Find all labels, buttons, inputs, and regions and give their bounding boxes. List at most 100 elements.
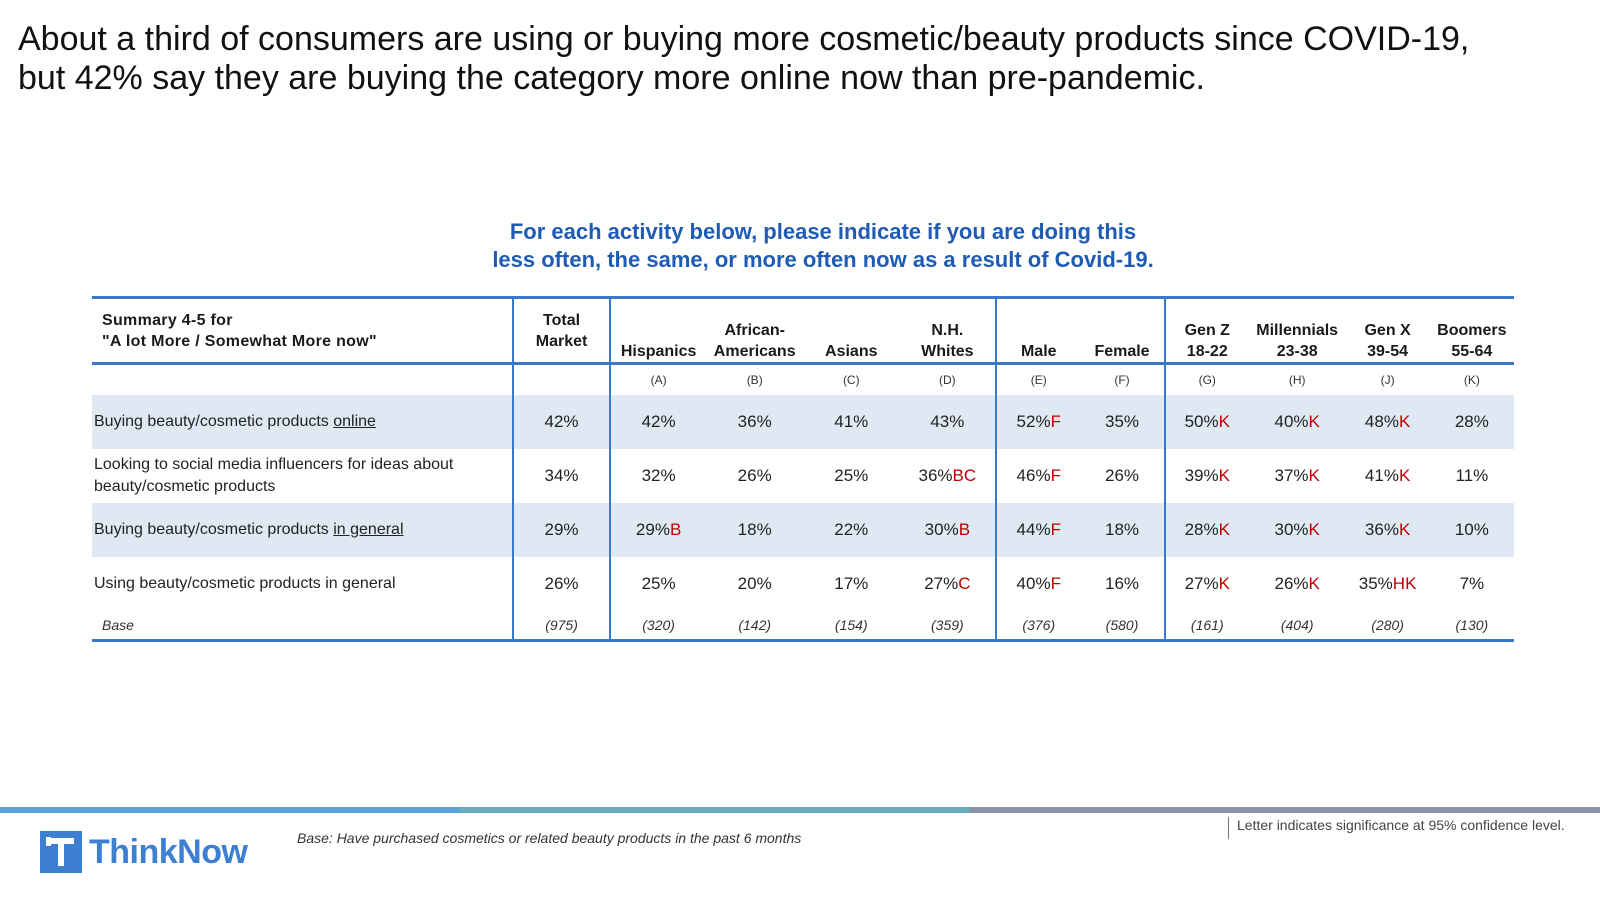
significance-letters: F xyxy=(1050,466,1061,485)
value: 17% xyxy=(834,574,869,593)
thinknow-t-logo-icon xyxy=(40,831,82,873)
value: 30% xyxy=(924,520,959,539)
value-cell: 22% xyxy=(802,503,900,557)
value-cell: 28%K xyxy=(1163,503,1249,557)
table-row: Using beauty/cosmetic products in genera… xyxy=(92,557,1514,611)
column-header: Gen X 39-54 xyxy=(1345,296,1430,365)
base-value: (142) xyxy=(706,611,803,642)
value: 32% xyxy=(641,466,676,485)
value: 28% xyxy=(1184,520,1219,539)
base-value: (320) xyxy=(608,611,707,642)
value: 22% xyxy=(834,520,869,539)
row-header-line-2: "A lot More / Somewhat More now" xyxy=(102,332,377,350)
column-letter xyxy=(512,363,610,395)
column-header-line-1: African- xyxy=(724,322,785,339)
value-cell: 35% xyxy=(1080,395,1165,449)
value: 27% xyxy=(924,574,959,593)
significance-letters: K xyxy=(1218,412,1230,431)
significance-letters: K xyxy=(1398,412,1411,431)
value: 25% xyxy=(834,466,869,485)
value-cell: 26% xyxy=(1080,449,1164,503)
column-header: Total Market xyxy=(512,296,610,365)
value: 10% xyxy=(1454,520,1489,539)
value-cell: 16% xyxy=(1080,557,1164,611)
row-label: Using beauty/cosmetic products in genera… xyxy=(92,557,513,611)
column-header: Millennials 23-38 xyxy=(1248,296,1346,365)
thinknow-logo: ThinkNow xyxy=(40,831,248,873)
table-row: Buying beauty/cosmetic products in gener… xyxy=(92,503,1514,557)
base-value: (161) xyxy=(1163,611,1249,642)
value: 26% xyxy=(737,466,772,485)
column-letter: (J) xyxy=(1380,373,1395,387)
significance-letters: K xyxy=(1308,466,1320,485)
column-header: Boomers 55-64 xyxy=(1429,296,1514,365)
value: 35% xyxy=(1105,412,1140,431)
column-header: Asians xyxy=(802,296,900,365)
column-letter: (A) xyxy=(608,363,707,395)
column-header-line-2: 18-22 xyxy=(1186,343,1228,360)
row-label-text: Using beauty/cosmetic products in genera… xyxy=(94,575,396,592)
value-cell: 20% xyxy=(706,557,803,611)
row-label-text: Buying beauty/cosmetic products xyxy=(94,413,334,430)
value: 42% xyxy=(544,412,579,431)
significance-letters: B xyxy=(669,520,682,539)
column-header: N.H. Whites xyxy=(899,296,997,365)
value-cell: 7% xyxy=(1430,557,1514,611)
row-label: Buying beauty/cosmetic products in gener… xyxy=(92,503,514,557)
value-cell: 29% xyxy=(512,503,610,557)
column-header-line-1: Gen X xyxy=(1364,322,1411,339)
significance-note: Letter indicates significance at 95% con… xyxy=(1228,817,1565,839)
column-header-line-2: Whites xyxy=(921,343,974,360)
value: 18% xyxy=(1105,520,1140,539)
value: 36% xyxy=(737,412,772,431)
value-cell: 11% xyxy=(1430,449,1514,503)
column-letter-row: (A) (B) (C) (D) (E) (F) (G) (H) (J) (K) xyxy=(92,363,1514,395)
value-cell: 18% xyxy=(1080,503,1165,557)
value-cell: 28% xyxy=(1429,395,1514,449)
value-cell: 30%K xyxy=(1248,503,1346,557)
value-cell: 18% xyxy=(706,503,803,557)
row-label-underlined: online xyxy=(333,413,376,430)
value: 37% xyxy=(1274,466,1309,485)
value-cell: 25% xyxy=(608,557,707,611)
table-row: Buying beauty/cosmetic products online 42… xyxy=(92,395,1514,449)
value-cell: 44%F xyxy=(995,503,1081,557)
significance-letters: K xyxy=(1308,574,1320,593)
footer-stripe-right xyxy=(970,807,1600,813)
significance-letters: K xyxy=(1308,412,1320,431)
base-value: (359) xyxy=(899,611,997,642)
column-header-line-1: Millennials xyxy=(1256,322,1339,339)
value: 36% xyxy=(1364,520,1399,539)
question-title-line-2: less often, the same, or more often now … xyxy=(492,247,1154,272)
value: 41% xyxy=(1364,466,1399,485)
value-cell: 39%K xyxy=(1163,449,1249,503)
significance-letters: F xyxy=(1050,520,1061,539)
row-label-underlined: in general xyxy=(333,521,404,538)
base-value: (376) xyxy=(995,611,1081,642)
value-cell: 40%F xyxy=(995,557,1081,611)
value: 18% xyxy=(737,520,772,539)
table-row: Looking to social media influencers for … xyxy=(92,449,1514,503)
value: 30% xyxy=(1274,520,1309,539)
value-cell: 34% xyxy=(512,449,610,503)
column-header-line-2: Hispanics xyxy=(620,343,697,360)
question-title: For each activity below, please indicate… xyxy=(0,218,1600,274)
value-cell: 46%F xyxy=(995,449,1081,503)
column-header-line-1: N.H. xyxy=(931,322,964,339)
column-header: Hispanics xyxy=(608,296,707,365)
value-cell: 27%K xyxy=(1163,557,1249,611)
value-cell: 35%HK xyxy=(1345,557,1429,611)
base-value: (154) xyxy=(802,611,900,642)
value: 42% xyxy=(641,412,676,431)
column-header-line-2: Asians xyxy=(825,343,878,360)
value-cell: 41% xyxy=(802,395,900,449)
value: 34% xyxy=(544,466,579,485)
value-cell: 37%K xyxy=(1249,449,1346,503)
value: 52% xyxy=(1016,412,1051,431)
significance-letters: BC xyxy=(952,466,977,485)
value-cell: 29%B xyxy=(608,503,707,557)
base-value: (280) xyxy=(1345,611,1430,642)
value: 46% xyxy=(1016,466,1051,485)
value: 26% xyxy=(544,574,579,593)
header-row: Summary 4-5 for "A lot More / Somewhat M… xyxy=(92,296,1514,365)
